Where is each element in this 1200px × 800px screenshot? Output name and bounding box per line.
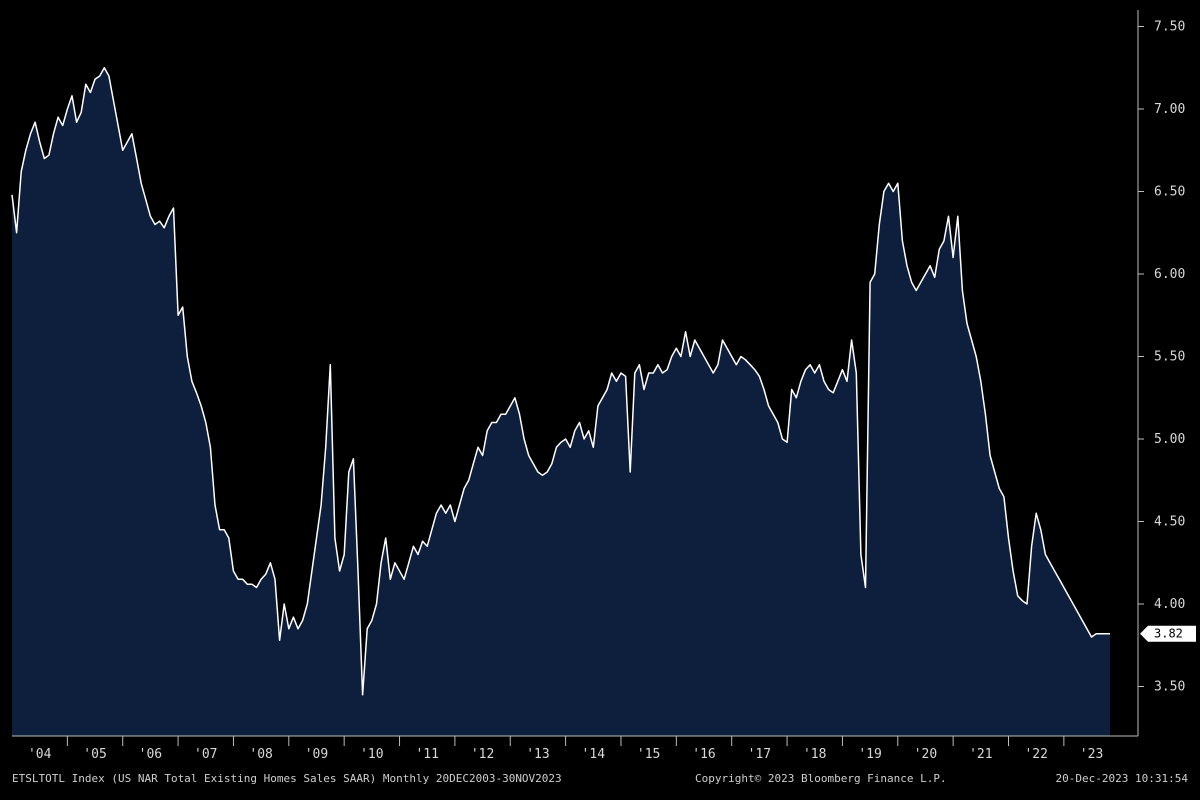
x-tick-label: '17 (748, 747, 771, 762)
x-tick-label: '16 (692, 747, 715, 762)
y-tick-label: 4.50 (1154, 515, 1185, 530)
y-tick-label: 3.50 (1154, 680, 1185, 695)
x-tick-label: '14 (582, 747, 606, 762)
y-tick-label: 6.00 (1154, 267, 1185, 282)
x-tick-label: '09 (305, 747, 328, 762)
area-series (11, 67, 1110, 737)
x-tick-label: '05 (83, 747, 106, 762)
y-tick-label: 6.50 (1154, 185, 1185, 200)
last-value-background (1140, 625, 1196, 642)
x-tick-label: '10 (360, 747, 383, 762)
y-tick-label: 7.00 (1154, 102, 1185, 117)
x-tick-label: '15 (637, 747, 660, 762)
x-tick-label: '21 (969, 747, 992, 762)
last-value-marker: 3.82 (1140, 625, 1196, 642)
y-axis-ticks: 3.50 4.00 4.50 5.00 5.50 6.00 6.50 7.00 7.50 (1138, 20, 1185, 695)
x-tick-label: '04 (28, 747, 52, 762)
x-tick-label: '12 (471, 747, 494, 762)
x-tick-label: '22 (1024, 747, 1047, 762)
x-tick-label: '08 (249, 747, 272, 762)
x-tick-label: '13 (526, 747, 549, 762)
x-tick-label: '11 (415, 747, 438, 762)
y-tick-label: 7.50 (1154, 20, 1185, 35)
x-tick-label: '06 (139, 747, 162, 762)
y-tick-label: 4.00 (1154, 597, 1185, 612)
x-tick-label: '23 (1080, 747, 1103, 762)
footer-timestamp: 20-Dec-2023 10:31:54 (1056, 772, 1189, 785)
footer-index-description: ETSLTOTL Index (US NAR Total Existing Ho… (12, 772, 562, 785)
x-tick-label: '07 (194, 747, 217, 762)
last-value-label: 3.82 (1154, 627, 1183, 641)
y-tick-label: 5.00 (1154, 432, 1185, 447)
footer-copyright: Copyright© 2023 Bloomberg Finance L.P. (695, 772, 947, 785)
y-tick-label: 5.50 (1154, 350, 1185, 365)
area-fill (12, 67, 1110, 737)
x-tick-label: '19 (858, 747, 881, 762)
x-tick-label: '18 (803, 747, 826, 762)
x-axis-ticks: '04 '05 '06 '07 '08 '09 '10 '11 '12 '13 '14 '15 '16 '… (28, 736, 1103, 762)
x-tick-label: '20 (914, 747, 937, 762)
series-line (11, 67, 1110, 696)
